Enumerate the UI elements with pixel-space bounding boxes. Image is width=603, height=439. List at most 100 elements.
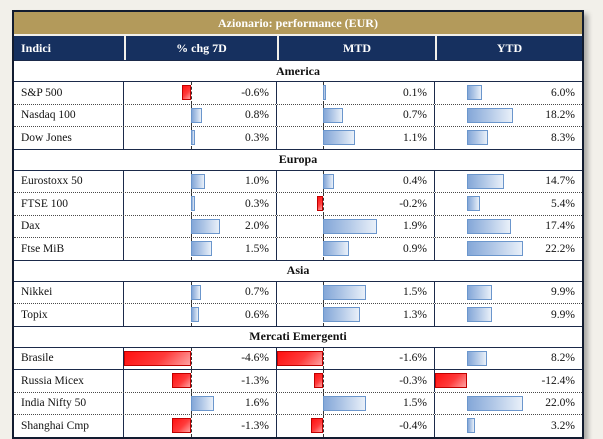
- table-row: Topix 0.6% 1.3% 9.9%: [14, 303, 582, 326]
- index-name: Topix: [14, 304, 124, 326]
- perf-value: 0.1%: [403, 86, 427, 99]
- perf-value: 17.4%: [545, 220, 575, 233]
- positive-data-bar: [322, 130, 355, 146]
- perf-value: 1.9%: [403, 220, 427, 233]
- negative-data-bar: [171, 418, 191, 434]
- perf-value: 2.0%: [245, 220, 269, 233]
- perf-value: 6.0%: [551, 86, 575, 99]
- perf-cell-ytd: -12.4%: [435, 370, 582, 392]
- perf-value: 14.7%: [545, 175, 575, 188]
- perf-value: -1.6%: [399, 352, 427, 365]
- perf-value: 1.0%: [245, 175, 269, 188]
- perf-cell-ytd: 8.2%: [435, 348, 582, 370]
- zero-axis-line: [190, 415, 192, 437]
- perf-value: 9.9%: [551, 308, 575, 321]
- perf-value: 0.3%: [245, 131, 269, 144]
- perf-cell-chg7d: -0.6%: [124, 82, 277, 104]
- negative-data-bar: [314, 373, 323, 389]
- perf-value: -0.6%: [241, 86, 269, 99]
- index-name: S&P 500: [14, 82, 124, 104]
- perf-value: 9.9%: [551, 286, 575, 299]
- column-header-chg7d: % chg 7D: [124, 36, 277, 60]
- index-name: Eurostoxx 50: [14, 170, 124, 192]
- table-title: Azionario: performance (EUR): [14, 12, 582, 36]
- negative-data-bar: [171, 373, 191, 389]
- zero-axis-line: [190, 347, 192, 369]
- negative-data-bar: [317, 196, 323, 212]
- perf-value: 1.5%: [403, 286, 427, 299]
- column-header-mtd: MTD: [277, 36, 435, 60]
- negative-data-bar: [311, 418, 323, 434]
- perf-cell-chg7d: 0.3%: [124, 193, 277, 215]
- index-name: India Nifty 50: [14, 392, 124, 414]
- positive-data-bar: [322, 307, 361, 323]
- perf-value: -1.3%: [241, 419, 269, 432]
- perf-cell-mtd: 0.9%: [277, 238, 435, 260]
- positive-data-bar: [190, 218, 220, 234]
- perf-cell-mtd: 0.7%: [277, 104, 435, 126]
- index-name: Brasile: [14, 347, 124, 369]
- perf-cell-mtd: -0.4%: [277, 415, 435, 437]
- perf-value: 18.2%: [545, 109, 575, 122]
- perf-cell-mtd: 0.4%: [277, 170, 435, 192]
- column-header-row: Indici % chg 7D MTD YTD: [14, 36, 582, 60]
- table-row: Brasile -4.6% -1.6% 8.2%: [14, 347, 582, 370]
- perf-cell-mtd: 0.1%: [277, 82, 435, 104]
- negative-data-bar: [124, 350, 191, 366]
- perf-cell-ytd: 9.9%: [435, 304, 582, 326]
- table-row: Eurostoxx 50 1.0% 0.4% 14.7%: [14, 170, 582, 193]
- table-row: Ftse MiB 1.5% 0.9% 22.2%: [14, 237, 582, 260]
- perf-cell-ytd: 5.4%: [435, 193, 582, 215]
- perf-value: 0.8%: [245, 109, 269, 122]
- index-name: FTSE 100: [14, 193, 124, 215]
- positive-data-bar: [322, 241, 349, 257]
- perf-cell-ytd: 6.0%: [435, 82, 582, 104]
- positive-data-bar: [322, 284, 366, 300]
- positive-data-bar: [190, 107, 203, 123]
- perf-value: 0.7%: [245, 286, 269, 299]
- perf-value: -4.6%: [241, 352, 269, 365]
- perf-cell-ytd: 8.3%: [435, 127, 582, 149]
- perf-cell-chg7d: -4.6%: [124, 347, 277, 369]
- perf-value: 0.9%: [403, 242, 427, 255]
- positive-data-bar: [190, 196, 196, 212]
- perf-cell-mtd: 1.5%: [277, 392, 435, 414]
- section-header: Asia: [14, 259, 582, 282]
- section-header: Europa: [14, 148, 582, 171]
- positive-data-bar: [322, 85, 326, 101]
- perf-cell-chg7d: 1.6%: [124, 392, 277, 414]
- perf-cell-chg7d: 0.3%: [124, 127, 277, 149]
- zero-axis-line: [190, 370, 192, 392]
- table-row: Nasdaq 100 0.8% 0.7% 18.2%: [14, 103, 582, 126]
- zero-axis-line: [190, 82, 192, 104]
- positive-data-bar: [322, 173, 335, 189]
- perf-value: 0.3%: [245, 197, 269, 210]
- negative-data-bar: [182, 85, 191, 101]
- perf-value: 1.5%: [245, 242, 269, 255]
- positive-data-bar: [190, 241, 213, 257]
- perf-value: 8.3%: [551, 131, 575, 144]
- index-name: Dow Jones: [14, 127, 124, 149]
- perf-value: 1.3%: [403, 308, 427, 321]
- section-header: America: [14, 60, 582, 82]
- perf-cell-chg7d: 0.8%: [124, 104, 277, 126]
- perf-cell-ytd: 22.0%: [435, 393, 582, 415]
- positive-data-bar: [466, 130, 488, 146]
- perf-value: 0.4%: [403, 175, 427, 188]
- perf-cell-mtd: -0.2%: [277, 193, 435, 215]
- perf-cell-ytd: 9.9%: [435, 282, 582, 304]
- perf-cell-mtd: 1.9%: [277, 215, 435, 237]
- positive-data-bar: [466, 85, 482, 101]
- index-name: Dax: [14, 215, 124, 237]
- perf-value: 1.5%: [403, 397, 427, 410]
- perf-cell-ytd: 14.7%: [435, 171, 582, 193]
- table-row: S&P 500 -0.6% 0.1% 6.0%: [14, 82, 582, 104]
- positive-data-bar: [466, 196, 481, 212]
- positive-data-bar: [190, 395, 214, 411]
- positive-data-bar: [466, 284, 492, 300]
- performance-table: Azionario: performance (EUR) Indici % ch…: [12, 10, 584, 439]
- positive-data-bar: [466, 241, 524, 257]
- perf-cell-ytd: 22.2%: [435, 238, 582, 260]
- perf-cell-chg7d: 0.7%: [124, 281, 277, 303]
- perf-cell-mtd: 1.5%: [277, 281, 435, 303]
